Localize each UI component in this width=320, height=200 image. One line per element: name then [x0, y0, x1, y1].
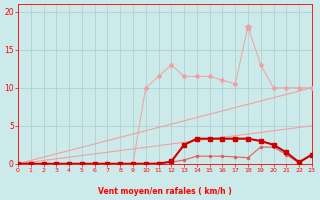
X-axis label: Vent moyen/en rafales ( km/h ): Vent moyen/en rafales ( km/h )	[98, 187, 232, 196]
